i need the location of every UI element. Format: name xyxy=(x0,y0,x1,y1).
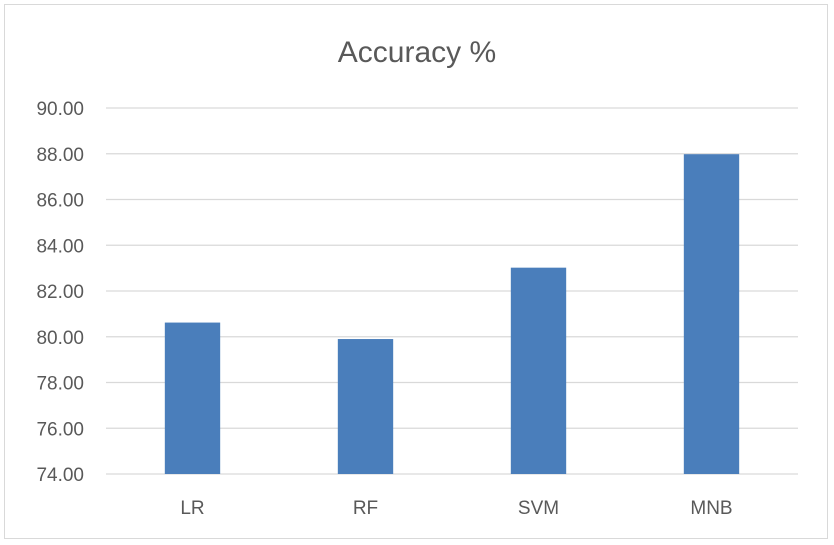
bar-svm xyxy=(510,267,567,474)
y-tick-label: 74.00 xyxy=(36,465,84,486)
bar-mnb xyxy=(683,154,740,474)
y-tick-label: 78.00 xyxy=(36,374,84,395)
x-category-label: MNB xyxy=(690,498,732,519)
chart-title: Accuracy % xyxy=(338,36,496,69)
bar-lr xyxy=(164,322,221,474)
y-tick-label: 82.00 xyxy=(36,282,84,303)
bars xyxy=(164,154,740,474)
gridlines xyxy=(106,107,798,475)
y-tick-label: 88.00 xyxy=(36,145,84,166)
y-tick-label: 86.00 xyxy=(36,191,84,212)
y-tick-label: 84.00 xyxy=(36,236,84,257)
bar-rf xyxy=(337,339,394,474)
x-category-label: RF xyxy=(353,498,378,519)
y-tick-label: 76.00 xyxy=(36,419,84,440)
x-category-label: LR xyxy=(180,498,204,519)
x-category-label: SVM xyxy=(518,498,559,519)
x-axis-categories: LR RF SVM MNB xyxy=(180,498,732,519)
y-tick-label: 90.00 xyxy=(36,99,84,120)
y-axis-ticks: 74.00 76.00 78.00 80.00 82.00 84.00 86.00 88.00… xyxy=(36,99,84,486)
y-tick-label: 80.00 xyxy=(36,328,84,349)
